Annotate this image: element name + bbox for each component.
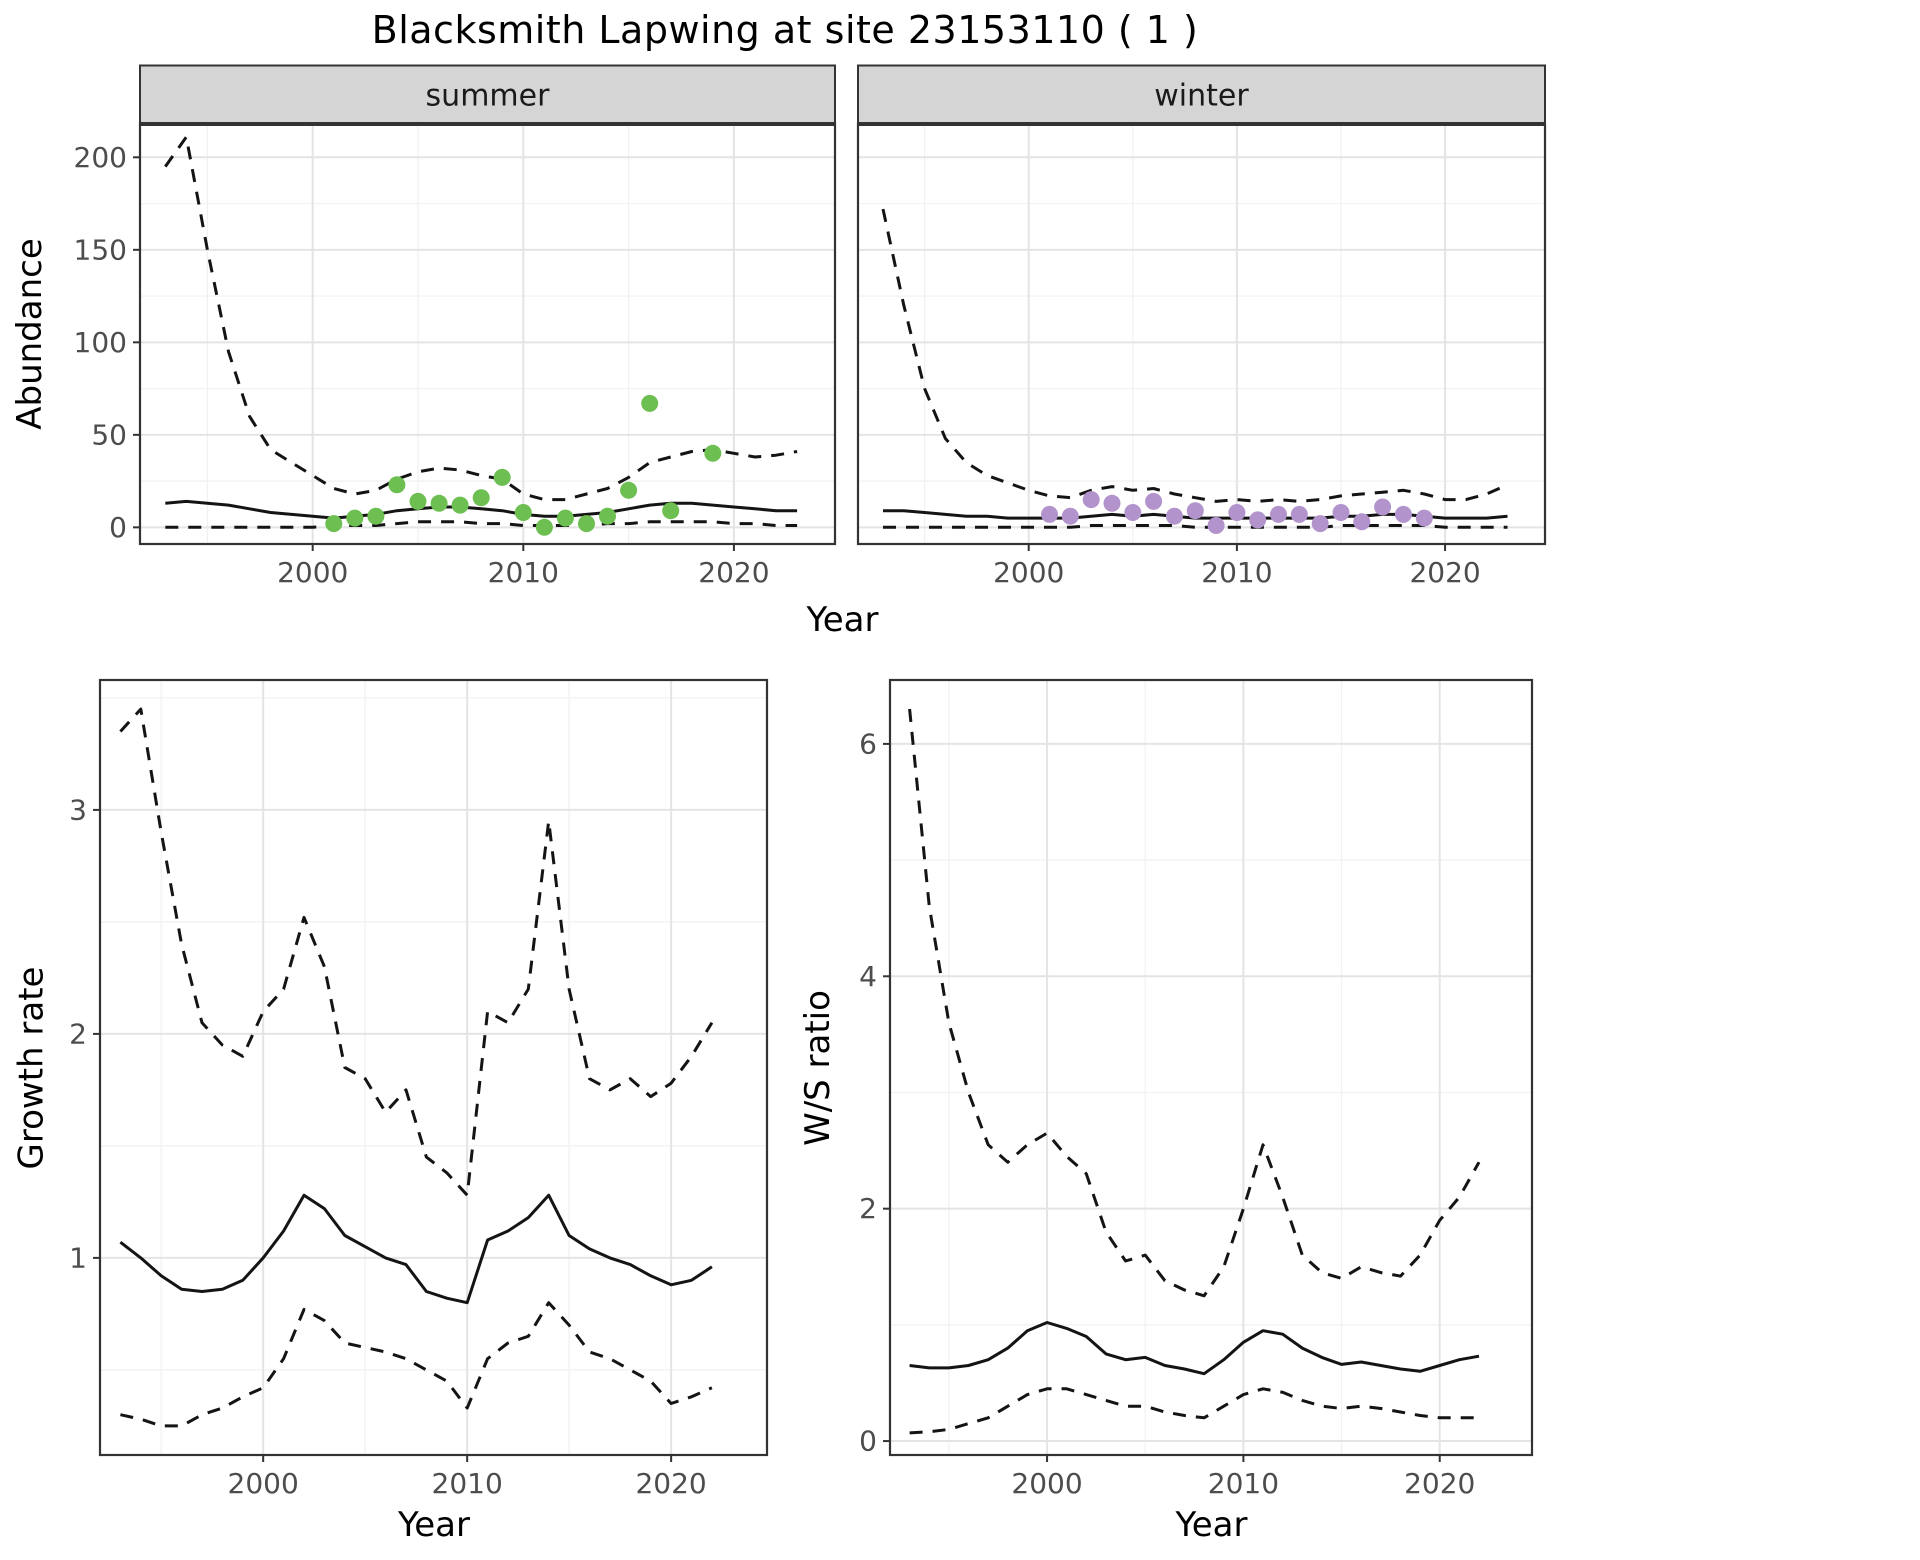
growth-rate-chart: 2000 2010 2020 1 2 3 (69, 678, 769, 1500)
svg-text:2000: 2000 (228, 1467, 299, 1500)
svg-text:4: 4 (859, 960, 877, 993)
top-x-axis-label: Year (806, 600, 879, 640)
svg-text:200: 200 (74, 141, 127, 174)
abundance-y-axis-label: Abundance (8, 124, 52, 544)
svg-text:6: 6 (859, 727, 877, 760)
ws-ratio-y-axis-label: W/S ratio (795, 680, 841, 1455)
svg-text:2020: 2020 (1409, 556, 1480, 589)
svg-text:0: 0 (859, 1425, 877, 1458)
svg-text:2000: 2000 (277, 556, 348, 589)
svg-text:0: 0 (109, 511, 127, 544)
svg-text:2020: 2020 (698, 556, 769, 589)
svg-text:2: 2 (859, 1192, 877, 1225)
svg-text:winter: winter (1154, 79, 1249, 114)
svg-text:summer: summer (426, 79, 551, 114)
svg-text:2010: 2010 (488, 556, 559, 589)
svg-text:2010: 2010 (1201, 556, 1272, 589)
axis-label-text: W/S ratio (798, 989, 839, 1146)
ws-ratio-chart: 2000 2010 2020 0 2 4 6 (859, 678, 1534, 1500)
summer-abundance-chart: summer 2000 2010 2020 0 50 100 150 200 (74, 64, 837, 589)
svg-text:2020: 2020 (635, 1467, 706, 1500)
winter-abundance-chart: winter 2000 2010 2020 (856, 64, 1547, 589)
svg-text:2: 2 (69, 1017, 87, 1050)
svg-text:150: 150 (74, 233, 127, 266)
svg-text:2000: 2000 (993, 556, 1064, 589)
axis-label-text: Growth rate (11, 966, 51, 1169)
chart-title: Blacksmith Lapwing at site 23153110 ( 1 … (371, 8, 1199, 52)
ws-x-axis-label: Year (1175, 1505, 1248, 1545)
svg-text:1: 1 (69, 1241, 87, 1274)
growth-x-axis-label: Year (398, 1505, 470, 1545)
svg-text:100: 100 (74, 326, 127, 359)
svg-text:3: 3 (69, 793, 87, 826)
svg-text:2020: 2020 (1404, 1467, 1475, 1500)
growth-rate-y-axis-label: Growth rate (8, 680, 54, 1455)
svg-text:50: 50 (91, 418, 127, 451)
svg-text:2010: 2010 (1208, 1467, 1279, 1500)
axis-label-text: Abundance (10, 238, 51, 430)
svg-text:2010: 2010 (432, 1467, 503, 1500)
svg-text:2000: 2000 (1011, 1467, 1082, 1500)
